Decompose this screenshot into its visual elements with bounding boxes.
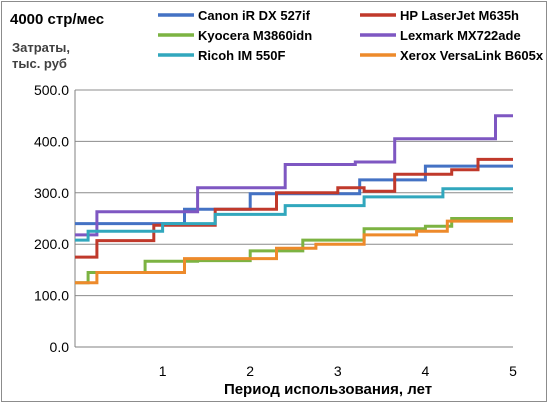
series-line-2 [75,157,513,259]
legend-label: Ricoh IM 550F [198,48,285,63]
x-tick-label: 5 [509,363,517,379]
y-tick-label: 300.0 [34,185,69,201]
x-tick-label: 1 [159,363,167,379]
y-tick-labels: 0.0 100.0 200.0 300.0 400.0 500.0 [34,82,69,355]
axes [74,90,513,348]
x-tick-label: 3 [334,363,342,379]
series-line-4 [75,114,513,237]
x-axis-label: Период использования, лет [224,381,432,398]
y-tick-label: 200.0 [34,236,69,252]
y-tick-label: 0.0 [50,339,70,355]
legend-label: Canon iR DX 527if [198,8,311,23]
x-tick-label: 2 [246,363,254,379]
legend-label: Lexmark MX722ade [400,28,521,43]
series-line-6 [75,219,513,285]
y-tick-label: 500.0 [34,82,69,98]
legend-label: HP LaserJet M635h [400,8,519,23]
x-tick-labels: 1 2 3 4 5 [159,363,517,379]
y-axis-label-line-1: Затраты, [12,40,70,55]
series-lines [75,114,513,285]
series-line-5 [75,187,513,242]
y-tick-label: 100.0 [34,288,69,304]
chart-title: 4000 стр/мес [10,11,104,28]
y-tick-label: 400.0 [34,133,69,149]
legend-label: Xerox VersaLink B605x [400,48,544,63]
legend: Canon iR DX 527if HP LaserJet M635h Kyocer… [158,8,544,63]
gridlines [75,89,513,297]
x-tick-label: 4 [422,363,430,379]
legend-label: Kyocera M3860idn [198,28,312,43]
y-axis-label-line-2: тыс. руб [12,56,67,71]
